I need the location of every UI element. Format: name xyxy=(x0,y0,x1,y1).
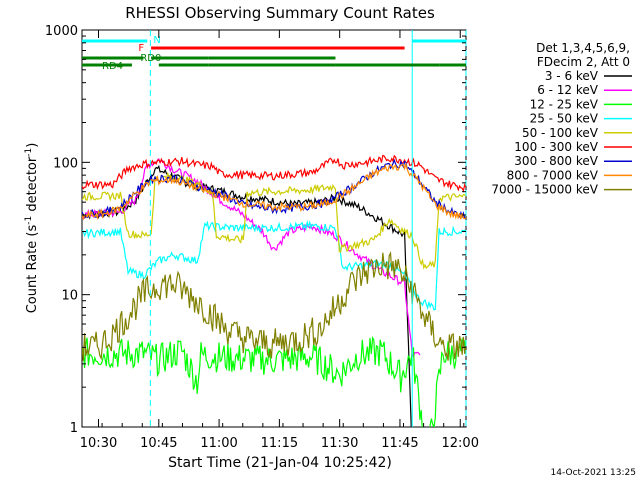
footer-date: 14-Oct-2021 13:25 xyxy=(551,468,636,478)
rd4-label: RD4 xyxy=(102,61,123,72)
x-axis-label: Start Time (21-Jan-04 10:25:42) xyxy=(168,455,392,471)
y-label-sup2: -1 xyxy=(24,148,34,157)
y-label-part1: Count Rate (s xyxy=(25,225,40,314)
y-axis-label: Count Rate (s-1 detector-1) xyxy=(24,143,40,314)
series-line-4 xyxy=(82,171,466,270)
series-line-2 xyxy=(82,335,466,427)
n-label: N xyxy=(153,35,160,46)
series-line-8 xyxy=(82,251,466,361)
y-tick-label: 1000 xyxy=(45,24,78,39)
legend-label-0: 3 - 6 keV xyxy=(545,69,599,83)
y-tick-label: 10 xyxy=(61,289,78,304)
x-tick-label: 11:00 xyxy=(200,436,237,451)
axis-layer: 1 10 100 1000 10:30 10:45 11:00 11:15 11:30 11:45… xyxy=(45,24,479,451)
plot-area xyxy=(81,29,467,428)
legend-label-6: 300 - 800 keV xyxy=(514,154,598,168)
legend-header-1: FDecim 2, Att 0 xyxy=(537,55,630,69)
chart-title: RHESSI Observing Summary Count Rates xyxy=(125,4,435,22)
y-label-part3: ) xyxy=(25,143,40,148)
series-line-3 xyxy=(82,220,466,311)
x-tick-label: 10:30 xyxy=(80,436,117,451)
legend-label-1: 6 - 12 keV xyxy=(537,83,599,97)
y-tick-label: 100 xyxy=(53,156,78,171)
legend-label-8: 7000 - 15000 keV xyxy=(491,183,598,197)
y-tick-label: 1 xyxy=(70,421,78,436)
legend-label-5: 100 - 300 keV xyxy=(514,140,598,154)
x-tick-label: 10:45 xyxy=(140,436,177,451)
f-label: F xyxy=(138,43,144,54)
x-tick-label: 11:30 xyxy=(321,436,358,451)
legend-label-3: 25 - 50 keV xyxy=(530,112,599,126)
legend-label-7: 800 - 7000 keV xyxy=(507,168,599,182)
series-layer xyxy=(82,154,466,427)
x-tick-label: 11:45 xyxy=(381,436,418,451)
series-line-1 xyxy=(82,158,421,359)
y-label-part2: detector xyxy=(25,156,40,216)
x-tick-label: 12:00 xyxy=(442,436,479,451)
legend: Det 1,3,4,5,6,9,FDecim 2, Att 03 - 6 keV… xyxy=(491,41,632,197)
series-line-7 xyxy=(82,162,466,221)
plot-frame xyxy=(81,29,467,428)
legend-header-0: Det 1,3,4,5,6,9, xyxy=(536,41,630,55)
x-tick-label: 11:15 xyxy=(261,436,298,451)
y-label-sup1: -1 xyxy=(24,216,34,225)
legend-label-2: 12 - 25 keV xyxy=(530,97,599,111)
series-line-6 xyxy=(82,158,466,219)
rd0-label: RD0 xyxy=(140,53,161,64)
legend-label-4: 50 - 100 keV xyxy=(522,126,599,140)
